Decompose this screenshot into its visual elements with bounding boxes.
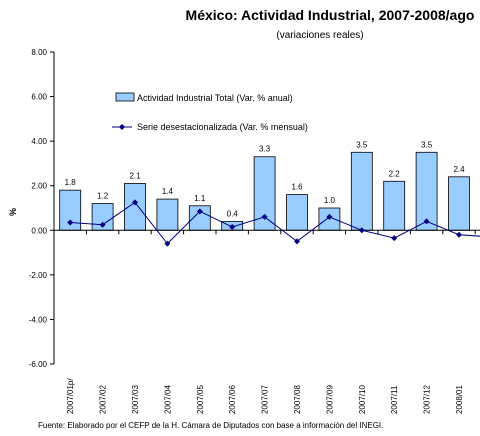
bar <box>350 151 373 231</box>
bar-series <box>54 151 480 231</box>
line-point <box>391 235 398 242</box>
x-axis: 2007/01p/2007/02 2007/03 2007/04 2007/05 200… <box>53 230 476 414</box>
y-axis: 8.00 6.00 4.00 2.00 0.00 -2.00 -4.00 -6.00 <box>29 48 55 369</box>
y-tick-label: -2.00 <box>29 271 48 280</box>
legend-line-marker <box>119 124 125 130</box>
bar-data-label: 3.5 <box>356 140 368 149</box>
x-tick-label: 2007/10 <box>358 385 367 414</box>
x-tick-label: 2007/11 <box>390 385 399 414</box>
line-point <box>229 223 236 230</box>
bar-data-label: 1.0 <box>324 196 336 205</box>
line-point <box>423 218 430 225</box>
x-tick-label: 2007/03 <box>131 385 140 414</box>
y-tick-label: 6.00 <box>31 93 47 102</box>
bar-data-label: 1.4 <box>162 187 174 196</box>
line-point <box>132 199 138 206</box>
line-point <box>99 221 106 228</box>
bar-data-label: 2.1 <box>129 171 141 180</box>
chart-title: México: Actividad Industrial, 2007-2008/… <box>186 7 475 23</box>
x-tick-label: 2007/04 <box>163 385 172 414</box>
x-tick-label: 2007/09 <box>325 385 334 414</box>
x-tick-label: 2007/12 <box>423 385 432 414</box>
line-series <box>67 199 480 247</box>
y-tick-label: 0.00 <box>31 226 47 235</box>
bar-data-label: 3.5 <box>421 140 433 149</box>
y-axis-label: % <box>8 208 18 216</box>
bar-data-label: 1.8 <box>65 178 77 187</box>
legend-bar-swatch <box>115 92 135 102</box>
line-point <box>456 231 462 238</box>
bar <box>286 194 308 231</box>
x-tick-label: 2007/02 <box>99 385 108 414</box>
x-tick-label: 2007/08 <box>293 385 302 414</box>
bar-data-label: 2.2 <box>389 169 401 178</box>
bar <box>156 198 179 231</box>
bar-data-label: 1.1 <box>194 194 206 203</box>
data-labels: 1.81.22.11.41.10.43.31.61.03.52.23.52.45… <box>65 140 465 218</box>
line-point <box>294 238 300 245</box>
bar-data-label: 1.2 <box>97 192 109 201</box>
line-series-path <box>70 201 480 245</box>
y-tick-label: 4.00 <box>31 137 47 146</box>
x-tick-label: 2007/06 <box>228 385 237 414</box>
legend: Actividad Industrial Total (Var. % anual… <box>112 92 308 132</box>
line-point <box>196 208 203 215</box>
line-point <box>164 240 171 247</box>
chart-subtitle: (variaciones reales) <box>276 30 363 41</box>
x-tick-label: 2008/01 <box>455 385 464 414</box>
line-point <box>261 213 268 220</box>
y-tick-label: -4.00 <box>29 315 48 324</box>
source-note: Fuente: Elaborado por el CEFP de la H. C… <box>38 421 383 430</box>
bar-data-label: 3.3 <box>259 145 271 154</box>
y-tick-label: 2.00 <box>31 182 47 191</box>
legend-line-label: Serie desestacionalizada (Var. % mensual… <box>137 122 308 132</box>
x-tick-label: 2007/05 <box>196 385 205 414</box>
bar-data-label: 1.6 <box>291 183 303 192</box>
bar-data-label: 2.4 <box>453 165 465 174</box>
legend-bar-label: Actividad Industrial Total (Var. % anual… <box>137 93 293 103</box>
line-point <box>67 219 74 226</box>
line-point <box>326 213 333 220</box>
line-point <box>358 227 365 234</box>
x-tick-label: 2007/01p/ <box>66 378 75 414</box>
x-tick-label: 2007/07 <box>261 385 270 414</box>
bar <box>448 176 470 231</box>
bar <box>383 180 406 231</box>
y-tick-label: 8.00 <box>31 48 47 57</box>
bar-data-label: 0.4 <box>227 209 239 218</box>
y-tick-label: -6.00 <box>29 360 48 369</box>
